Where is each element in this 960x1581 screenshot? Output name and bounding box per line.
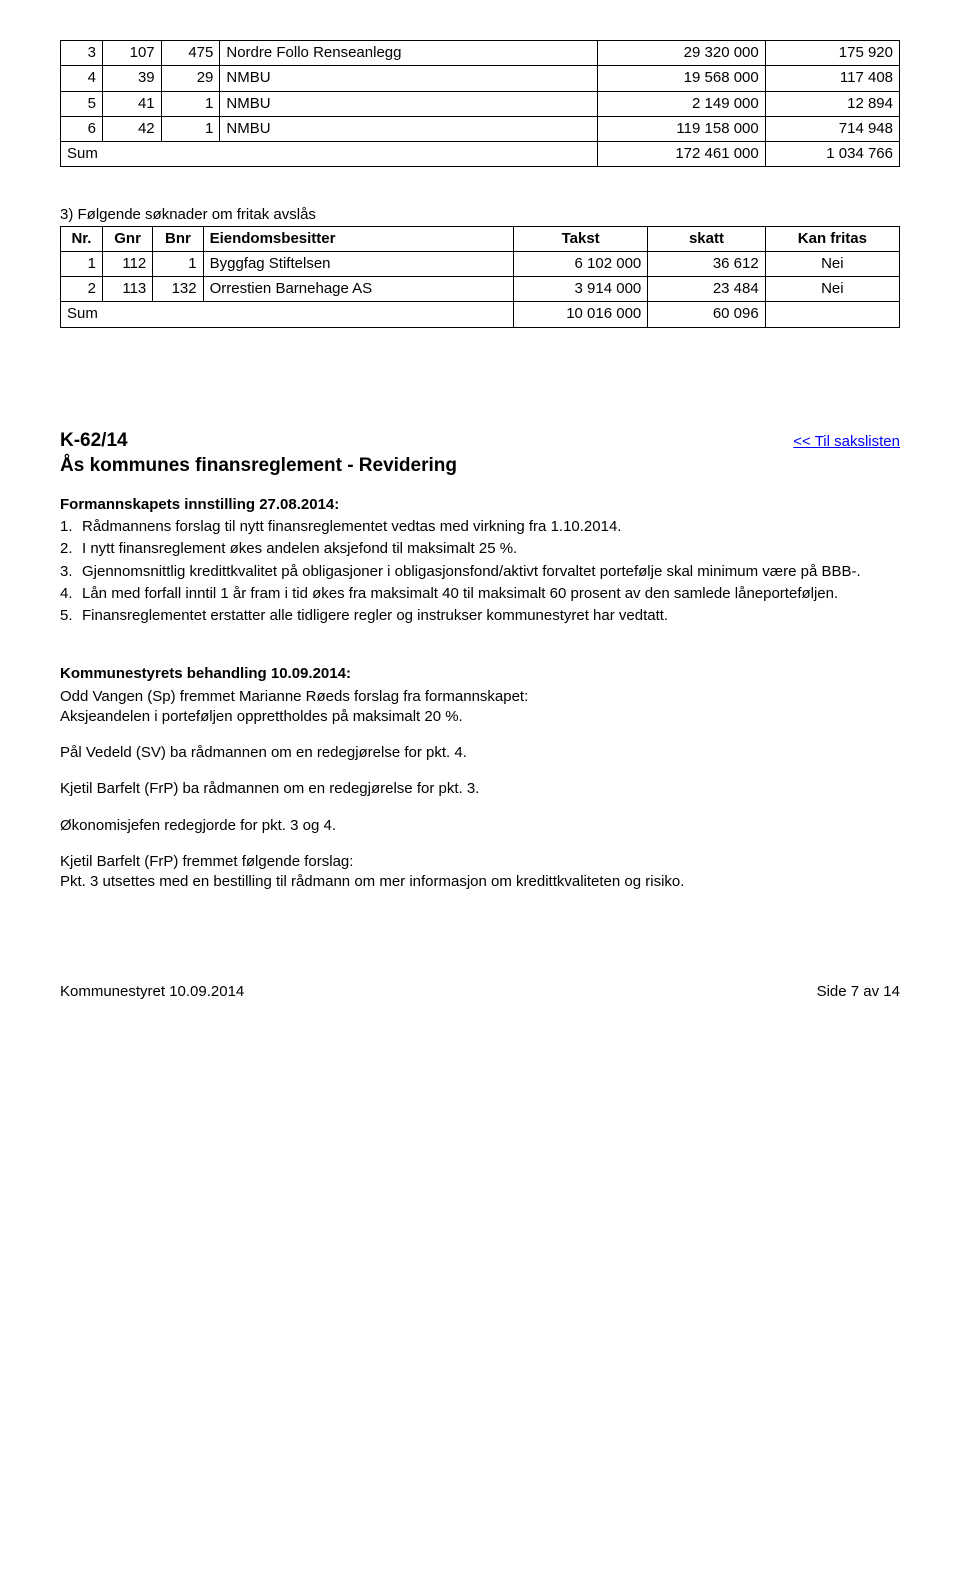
case-title: Ås kommunes finansreglement - Revidering	[60, 453, 900, 479]
cell: NMBU	[220, 116, 598, 141]
sum-cell: 60 096	[648, 302, 765, 327]
cell: 1	[161, 91, 220, 116]
cell: 4	[61, 66, 103, 91]
behandling-heading: Kommunestyrets behandling 10.09.2014:	[60, 664, 900, 684]
cell: 36 612	[648, 251, 765, 276]
cell: 1	[153, 251, 203, 276]
cell: 107	[102, 41, 161, 66]
table-row: 43929NMBU19 568 000117 408	[61, 66, 900, 91]
col-skatt: skatt	[648, 226, 765, 251]
cell: 39	[102, 66, 161, 91]
behandling-p4: Kjetil Barfelt (FrP) ba rådmannen om en …	[60, 779, 900, 799]
col-gnr: Gnr	[102, 226, 152, 251]
list-item: 4.Lån med forfall inntil 1 år fram i tid…	[60, 584, 900, 604]
list-number: 1.	[60, 517, 82, 537]
cell: 6	[61, 116, 103, 141]
behandling-p7: Pkt. 3 utsettes med en bestilling til rå…	[60, 872, 900, 892]
cell: 3	[61, 41, 103, 66]
sum-cell: 10 016 000	[514, 302, 648, 327]
table-header-row: Nr. Gnr Bnr Eiendomsbesitter Takst skatt…	[61, 226, 900, 251]
behandling-p6: Kjetil Barfelt (FrP) fremmet følgende fo…	[60, 852, 900, 872]
table-row: 3107475Nordre Follo Renseanlegg29 320 00…	[61, 41, 900, 66]
list-number: 5.	[60, 606, 82, 626]
table-row: 2113132Orrestien Barnehage AS3 914 00023…	[61, 277, 900, 302]
list-item: 1.Rådmannens forslag til nytt finansregl…	[60, 517, 900, 537]
behandling-p1: Odd Vangen (Sp) fremmet Marianne Røeds f…	[60, 687, 900, 707]
list-item: 2.I nytt finansreglement økes andelen ak…	[60, 539, 900, 559]
list-number: 3.	[60, 562, 82, 582]
list-text: Rådmannens forslag til nytt finansreglem…	[82, 517, 900, 537]
innstilling-heading: Formannskapets innstilling 27.08.2014:	[60, 495, 900, 515]
cell: Nei	[765, 277, 899, 302]
table-row: 6421NMBU119 158 000714 948	[61, 116, 900, 141]
cell: 475	[161, 41, 220, 66]
behandling-p2: Aksjeandelen i porteføljen opprettholdes…	[60, 707, 900, 727]
list-text: Finansreglementet erstatter alle tidlige…	[82, 606, 900, 626]
cell: 113	[102, 277, 152, 302]
cell: 12 894	[765, 91, 899, 116]
cell: NMBU	[220, 66, 598, 91]
table-properties-1: 3107475Nordre Follo Renseanlegg29 320 00…	[60, 40, 900, 167]
sum-cell: 1 034 766	[765, 142, 899, 167]
cell: 119 158 000	[597, 116, 765, 141]
table-sum-row: Sum10 016 00060 096	[61, 302, 900, 327]
list-number: 4.	[60, 584, 82, 604]
table-row: 5411NMBU2 149 00012 894	[61, 91, 900, 116]
footer-right: Side 7 av 14	[817, 982, 900, 1002]
list-item: 3.Gjennomsnittlig kredittkvalitet på obl…	[60, 562, 900, 582]
cell: 117 408	[765, 66, 899, 91]
cell: 29 320 000	[597, 41, 765, 66]
cell: 41	[102, 91, 161, 116]
cell: 132	[153, 277, 203, 302]
cell: Nordre Follo Renseanlegg	[220, 41, 598, 66]
innstilling-list: 1.Rådmannens forslag til nytt finansregl…	[60, 517, 900, 626]
sum-cell	[765, 302, 899, 327]
table-row: 11121Byggfag Stiftelsen6 102 00036 612Ne…	[61, 251, 900, 276]
list-text: Gjennomsnittlig kredittkvalitet på oblig…	[82, 562, 900, 582]
table-properties-2: Nr. Gnr Bnr Eiendomsbesitter Takst skatt…	[60, 226, 900, 328]
cell: NMBU	[220, 91, 598, 116]
cell: 2	[61, 277, 103, 302]
col-takst: Takst	[514, 226, 648, 251]
sum-cell: 172 461 000	[597, 142, 765, 167]
col-eiendom: Eiendomsbesitter	[203, 226, 513, 251]
col-bnr: Bnr	[153, 226, 203, 251]
cell: 23 484	[648, 277, 765, 302]
list-item: 5.Finansreglementet erstatter alle tidli…	[60, 606, 900, 626]
case-id: K-62/14	[60, 428, 128, 454]
cell: Orrestien Barnehage AS	[203, 277, 513, 302]
cell: 29	[161, 66, 220, 91]
cell: 3 914 000	[514, 277, 648, 302]
cell: Nei	[765, 251, 899, 276]
section3-intro: 3) Følgende søknader om fritak avslås	[60, 205, 900, 225]
back-to-list-link[interactable]: << Til sakslisten	[793, 432, 900, 452]
cell: 42	[102, 116, 161, 141]
col-nr: Nr.	[61, 226, 103, 251]
cell: 6 102 000	[514, 251, 648, 276]
cell: 1	[161, 116, 220, 141]
footer-left: Kommunestyret 10.09.2014	[60, 982, 244, 1002]
sum-label: Sum	[61, 302, 514, 327]
table-sum-row: Sum172 461 0001 034 766	[61, 142, 900, 167]
cell: 5	[61, 91, 103, 116]
cell: 1	[61, 251, 103, 276]
list-text: I nytt finansreglement økes andelen aksj…	[82, 539, 900, 559]
cell: 112	[102, 251, 152, 276]
cell: 175 920	[765, 41, 899, 66]
cell: 19 568 000	[597, 66, 765, 91]
cell: 714 948	[765, 116, 899, 141]
cell: 2 149 000	[597, 91, 765, 116]
behandling-p5: Økonomisjefen redegjorde for pkt. 3 og 4…	[60, 816, 900, 836]
list-text: Lån med forfall inntil 1 år fram i tid ø…	[82, 584, 900, 604]
behandling-p3: Pål Vedeld (SV) ba rådmannen om en redeg…	[60, 743, 900, 763]
cell: Byggfag Stiftelsen	[203, 251, 513, 276]
list-number: 2.	[60, 539, 82, 559]
col-kanfritas: Kan fritas	[765, 226, 899, 251]
sum-label: Sum	[61, 142, 598, 167]
